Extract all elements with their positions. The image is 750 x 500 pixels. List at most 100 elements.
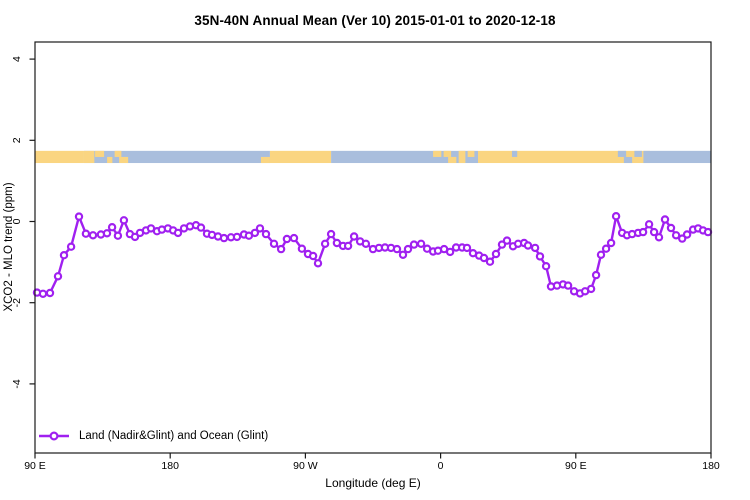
- data-point-marker: [601, 244, 611, 253]
- ocean-band-patch: [623, 156, 633, 164]
- data-point-marker: [649, 227, 659, 237]
- land-band-patch: [95, 150, 105, 157]
- land-band-patch: [433, 150, 442, 157]
- ocean-band-patch: [643, 150, 651, 164]
- land-band-segment: [478, 150, 651, 164]
- series-markers: [32, 211, 713, 298]
- data-point-marker: [682, 230, 692, 239]
- y-tick-label: 2: [11, 137, 23, 143]
- data-point-marker: [130, 232, 140, 242]
- land-band-patch: [467, 150, 475, 157]
- data-point-marker: [113, 231, 123, 240]
- axis-ticks: 90 E 180 90 W 0 90 E 180 4 2 0 -2 -4: [11, 56, 720, 472]
- data-point-marker: [606, 238, 616, 248]
- data-point-marker: [596, 250, 606, 259]
- data-point-marker: [361, 239, 371, 248]
- legend: Land (Nadir&Glint) and Ocean (Glint): [38, 428, 268, 443]
- data-point-marker: [541, 262, 551, 271]
- ocean-band-patch: [617, 150, 627, 157]
- data-point-marker: [398, 250, 408, 259]
- data-point-marker: [349, 232, 359, 241]
- data-point-marker: [666, 223, 676, 233]
- plot-border: [34, 41, 712, 454]
- land-band-patch: [458, 150, 466, 164]
- data-point-marker: [392, 244, 402, 254]
- data-point-marker: [173, 228, 183, 238]
- x-tick-label: 0: [438, 460, 444, 472]
- data-point-marker: [343, 241, 353, 251]
- data-point-marker: [102, 229, 112, 238]
- y-tick-label: -2: [11, 298, 23, 307]
- ocean-band-patch: [634, 150, 642, 157]
- data-point-marker: [261, 229, 271, 239]
- data-point-marker: [530, 243, 540, 253]
- data-point-marker: [308, 251, 318, 261]
- data-point-marker: [523, 241, 533, 250]
- data-point-marker: [53, 272, 63, 281]
- legend-line-marker-icon: [39, 430, 69, 441]
- data-point-marker: [403, 244, 413, 254]
- data-point-marker: [409, 240, 419, 249]
- data-point-marker: [289, 233, 299, 243]
- land-band-patch: [114, 150, 122, 157]
- data-point-marker: [232, 232, 242, 242]
- data-point-marker: [88, 231, 98, 240]
- data-point-marker: [703, 227, 713, 237]
- land-band-patch: [448, 156, 457, 164]
- data-point-marker: [59, 250, 69, 260]
- data-point-marker: [416, 239, 426, 248]
- data-point-marker: [282, 234, 292, 244]
- data-point-marker: [196, 223, 206, 232]
- data-point-marker: [269, 239, 279, 248]
- data-point-marker: [611, 211, 621, 221]
- data-point-marker: [671, 231, 681, 240]
- land-band-segment: [35, 150, 84, 164]
- y-tick-label: -4: [11, 379, 23, 388]
- y-tick-label: 0: [11, 218, 23, 224]
- data-point-marker: [445, 247, 455, 257]
- data-point-marker: [591, 270, 601, 280]
- x-axis-title: Longitude (deg E): [325, 476, 421, 490]
- data-point-marker: [479, 253, 489, 263]
- data-point-marker: [107, 222, 117, 232]
- ocean-band-segment: [650, 150, 711, 164]
- chart-title: 35N-40N Annual Mean (Ver 10) 2015-01-01 …: [194, 13, 556, 28]
- y-tick-label: 4: [11, 56, 23, 62]
- x-tick-label: 180: [161, 460, 179, 472]
- data-point-marker: [313, 259, 323, 268]
- data-point-marker: [497, 240, 507, 249]
- data-point-marker: [45, 288, 55, 298]
- x-tick-label: 90 W: [293, 460, 318, 472]
- data-point-marker: [38, 289, 48, 298]
- data-point-marker: [644, 220, 654, 229]
- data-point-marker: [74, 212, 84, 221]
- land-band-segment: [269, 150, 332, 164]
- data-point-marker: [66, 242, 76, 251]
- legend-label: Land (Nadir&Glint) and Ocean (Glint): [79, 429, 269, 442]
- data-point-marker: [502, 236, 512, 245]
- data-point-marker: [462, 243, 472, 253]
- land-band-patch: [107, 156, 113, 164]
- data-point-marker: [660, 215, 670, 224]
- data-point-marker: [586, 284, 596, 294]
- data-point-marker: [638, 227, 648, 237]
- data-point-marker: [326, 229, 336, 239]
- data-point-marker: [219, 233, 229, 243]
- data-point-marker: [491, 249, 501, 259]
- ocean-band-patch: [511, 150, 518, 157]
- data-point-marker: [276, 244, 286, 254]
- data-point-marker: [654, 233, 664, 242]
- data-point-marker: [81, 229, 91, 238]
- data-point-marker: [297, 244, 307, 253]
- data-point-marker: [119, 216, 129, 225]
- land-band-patch: [83, 150, 95, 164]
- land-ocean-band: [35, 150, 711, 164]
- data-point-marker: [250, 228, 260, 238]
- data-point-marker: [255, 224, 265, 233]
- x-tick-label: 90 E: [565, 460, 587, 472]
- land-band-patch: [443, 150, 452, 157]
- data-point-marker: [320, 239, 330, 248]
- x-tick-label: 90 E: [24, 460, 46, 472]
- land-band-patch: [260, 156, 270, 164]
